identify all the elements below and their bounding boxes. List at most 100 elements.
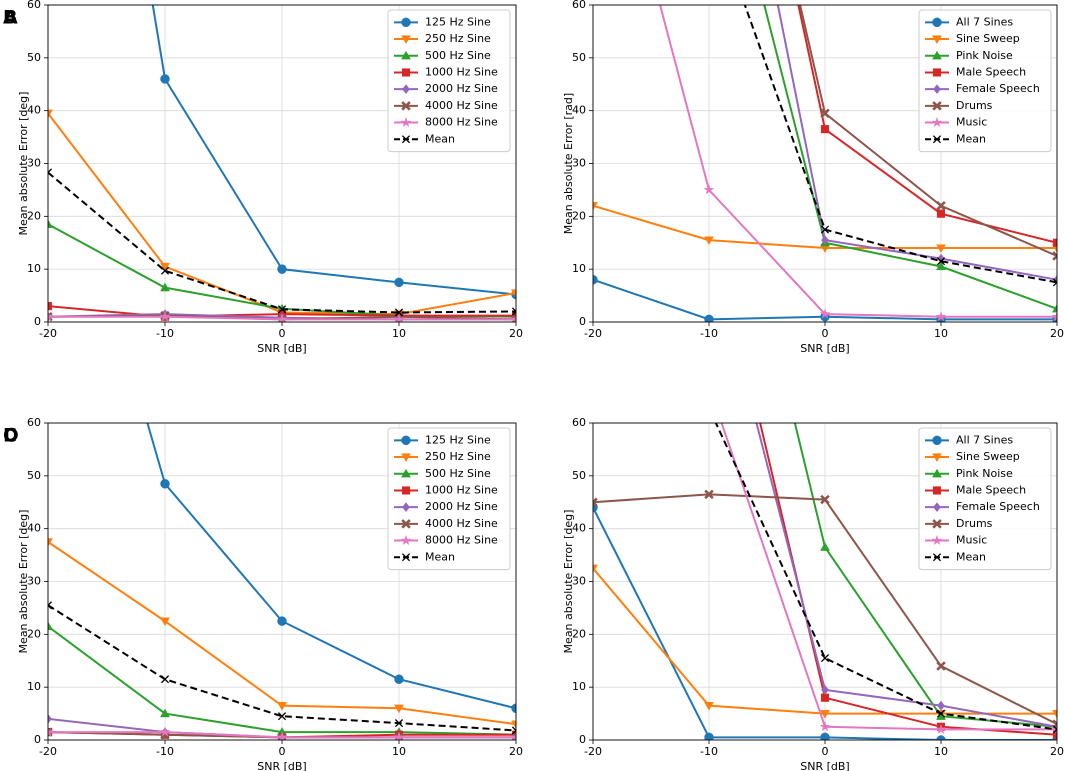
- y-tick-label: 0: [579, 315, 586, 328]
- legend-label: 125 Hz Sine: [425, 433, 491, 446]
- legend-box: [918, 427, 1052, 571]
- panel-label: A: [3, 7, 18, 29]
- x-axis-label: SNR [dB]: [800, 760, 849, 771]
- marker: [935, 310, 947, 322]
- y-tick-label: 0: [34, 733, 41, 746]
- y-tick-label: 10: [27, 262, 41, 275]
- axes-frame: [47, 422, 517, 741]
- marker: [589, 0, 596, 5]
- marker: [704, 732, 714, 740]
- marker: [160, 282, 170, 292]
- x-tick-label: -20: [39, 327, 57, 340]
- marker: [932, 135, 942, 144]
- y-tick-label: 20: [27, 627, 41, 640]
- marker: [511, 720, 516, 730]
- legend-box: [387, 9, 511, 153]
- marker: [511, 703, 516, 714]
- y-tick-label: 30: [27, 575, 41, 588]
- marker: [932, 453, 942, 463]
- marker: [819, 720, 831, 732]
- y-tick-label: 50: [572, 469, 586, 482]
- legend-label: Mean: [425, 132, 455, 145]
- x-axis-label: SNR [dB]: [257, 342, 306, 355]
- marker: [820, 108, 830, 119]
- y-tick-label: 30: [572, 157, 586, 170]
- marker: [276, 731, 288, 740]
- y-tick-label: 40: [572, 104, 586, 117]
- marker: [1052, 251, 1057, 261]
- legend-label: 1000 Hz Sine: [425, 65, 498, 78]
- marker: [160, 74, 170, 84]
- legend-label: 4000 Hz Sine: [425, 517, 498, 530]
- marker: [48, 168, 53, 177]
- marker: [820, 654, 830, 663]
- marker: [277, 616, 287, 626]
- y-tick-label: 50: [27, 51, 41, 64]
- marker: [511, 726, 516, 735]
- marker: [277, 712, 287, 721]
- marker: [1052, 238, 1057, 247]
- marker: [160, 262, 170, 272]
- marker: [593, 564, 598, 574]
- legend-label: Mean: [956, 550, 986, 563]
- axes-frame: [592, 422, 1058, 741]
- marker: [932, 17, 942, 28]
- marker: [394, 308, 404, 317]
- panel: -20 -10 0 10 20 0 10 20 30 40 50 60 SNR [dB] Mean abs…: [3, 0, 1064, 355]
- marker: [932, 68, 942, 77]
- marker: [394, 719, 404, 728]
- series-line: [714, 423, 1057, 731]
- marker: [704, 489, 714, 500]
- legend-label: Female Speech: [956, 82, 1040, 95]
- marker: [932, 435, 942, 446]
- marker: [820, 494, 830, 505]
- marker: [937, 700, 945, 711]
- legend-label: 2000 Hz Sine: [425, 82, 498, 95]
- marker: [820, 125, 830, 134]
- x-tick-label: 20: [509, 745, 523, 758]
- marker: [820, 693, 830, 702]
- legend-label: Music: [956, 534, 987, 547]
- series-layer: [48, 5, 516, 322]
- marker: [48, 621, 53, 631]
- y-tick-label: 40: [27, 104, 41, 117]
- y-tick-label: 30: [27, 157, 41, 170]
- axes-frame: [47, 4, 517, 323]
- y-tick-label: 50: [27, 469, 41, 482]
- marker: [1052, 278, 1057, 287]
- y-tick-label: 50: [572, 51, 586, 64]
- marker: [589, 0, 597, 4]
- y-tick-label: 40: [572, 522, 586, 535]
- x-tick-label: -20: [584, 327, 602, 340]
- legend-label: Male Speech: [956, 483, 1026, 496]
- marker: [401, 435, 411, 446]
- x-axis-label: SNR [dB]: [800, 342, 849, 355]
- x-tick-label: 0: [822, 745, 829, 758]
- x-tick-label: 20: [1050, 745, 1064, 758]
- marker: [820, 709, 830, 719]
- legend-label: Drums: [956, 517, 993, 530]
- x-tick-label: -10: [700, 327, 718, 340]
- axes-frame: [592, 4, 1058, 323]
- marker: [401, 453, 411, 463]
- marker: [401, 17, 411, 28]
- marker: [48, 109, 53, 119]
- series-line: [48, 604, 516, 732]
- marker: [704, 314, 714, 322]
- legend-label: Sine Sweep: [956, 450, 1020, 463]
- panel: -20 -10 0 10 20 0 10 20 30 40 50 60 SNR [dB] Mean abs…: [3, 0, 523, 355]
- y-tick-label: 10: [572, 680, 586, 693]
- marker: [48, 538, 53, 547]
- y-tick-label: 20: [27, 209, 41, 222]
- marker: [820, 732, 830, 740]
- marker: [393, 313, 405, 322]
- marker: [1052, 303, 1057, 313]
- marker: [932, 50, 942, 60]
- marker: [704, 381, 713, 390]
- marker: [401, 68, 411, 77]
- x-tick-label: -20: [584, 745, 602, 758]
- marker: [821, 235, 829, 246]
- marker: [277, 305, 287, 314]
